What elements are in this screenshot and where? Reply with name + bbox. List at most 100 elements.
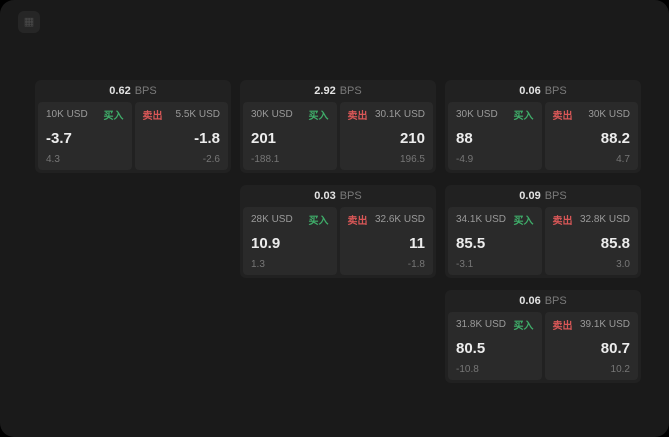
buy-size: 34.1K USD — [456, 214, 507, 225]
spread-unit-label: BPS — [544, 190, 567, 202]
buy-price: 10.9 — [251, 234, 281, 252]
sell-sub-value: 10.2 — [610, 364, 630, 375]
spread-header: 0.06 BPS — [448, 80, 638, 102]
sell-panel-top: 卖出 32.6K USD — [348, 212, 426, 227]
buy-label: 买入 — [513, 321, 534, 332]
buy-panel[interactable]: 34.1K USD 买入 85.5 -3.1 — [448, 207, 542, 275]
quote-card-body: 10K USD 买入 -3.7 4.3 卖出 5.5K USD -1.8 -2.… — [38, 102, 228, 170]
sell-panel[interactable]: 卖出 30.1K USD 210 196.5 — [339, 102, 433, 170]
sell-sub-value: -2.6 — [202, 154, 220, 165]
sell-sub-value: -1.8 — [407, 259, 425, 270]
sell-label: 卖出 — [142, 111, 163, 122]
sell-panel[interactable]: 卖出 5.5K USD -1.8 -2.6 — [134, 102, 228, 170]
sell-panel-top: 卖出 5.5K USD — [143, 107, 221, 122]
buy-label: 买入 — [513, 216, 534, 227]
buy-panel[interactable]: 10K USD 买入 -3.7 4.3 — [38, 102, 132, 170]
sell-price: -1.8 — [194, 129, 220, 147]
quote-card: 0.09 BPS 34.1K USD 买入 85.5 -3.1 卖出 32.8K… — [445, 185, 641, 278]
sell-panel[interactable]: 卖出 39.1K USD 80.7 10.2 — [544, 312, 638, 380]
buy-size: 30K USD — [456, 109, 498, 120]
sell-panel-top: 卖出 30.1K USD — [348, 107, 426, 122]
sell-sub-value: 3.0 — [616, 259, 630, 270]
buy-panel[interactable]: 30K USD 买入 201 -188.1 — [243, 102, 337, 170]
sell-size: 39.1K USD — [579, 319, 630, 330]
buy-panel-top: 28K USD 买入 — [251, 212, 329, 227]
buy-panel[interactable]: 28K USD 买入 10.9 1.3 — [243, 207, 337, 275]
buy-panel-top: 30K USD 买入 — [456, 107, 534, 122]
app-icon-glyph: ▦ — [23, 15, 35, 28]
spread-header: 0.09 BPS — [448, 185, 638, 207]
spread-value: 0.06 — [519, 85, 541, 97]
sell-size: 30K USD — [588, 109, 630, 120]
spread-header: 0.03 BPS — [243, 185, 433, 207]
quote-cards-grid: 0.62 BPS 10K USD 买入 -3.7 4.3 卖出 5.5K USD — [35, 80, 641, 383]
quote-card-body: 31.8K USD 买入 80.5 -10.8 卖出 39.1K USD 80.… — [448, 312, 638, 380]
sell-size: 32.8K USD — [579, 214, 630, 225]
buy-price: 80.5 — [456, 339, 486, 357]
sell-size: 32.6K USD — [374, 214, 425, 225]
quote-card-body: 30K USD 买入 201 -188.1 卖出 30.1K USD 210 1… — [243, 102, 433, 170]
sell-sub-value: 196.5 — [399, 154, 425, 165]
buy-panel-top: 31.8K USD 买入 — [456, 317, 534, 332]
buy-panel-top: 30K USD 买入 — [251, 107, 329, 122]
buy-size: 10K USD — [46, 109, 88, 120]
sell-sub-value: 4.7 — [616, 154, 630, 165]
buy-label: 买入 — [513, 111, 534, 122]
quote-card-body: 28K USD 买入 10.9 1.3 卖出 32.6K USD 11 -1.8 — [243, 207, 433, 275]
buy-panel[interactable]: 30K USD 买入 88 -4.9 — [448, 102, 542, 170]
buy-size: 28K USD — [251, 214, 293, 225]
spread-value: 0.09 — [519, 190, 541, 202]
buy-size: 31.8K USD — [456, 319, 507, 330]
quote-card: 0.06 BPS 30K USD 买入 88 -4.9 卖出 30K USD — [445, 80, 641, 173]
spread-value: 2.92 — [314, 85, 336, 97]
quote-card: 0.03 BPS 28K USD 买入 10.9 1.3 卖出 32.6K US… — [240, 185, 436, 278]
spread-value: 0.06 — [519, 295, 541, 307]
buy-size: 30K USD — [251, 109, 293, 120]
spread-unit-label: BPS — [544, 295, 567, 307]
sell-panel[interactable]: 卖出 32.6K USD 11 -1.8 — [339, 207, 433, 275]
spread-unit-label: BPS — [134, 85, 157, 97]
quote-card-body: 34.1K USD 买入 85.5 -3.1 卖出 32.8K USD 85.8… — [448, 207, 638, 275]
buy-price: 88 — [456, 129, 473, 147]
sell-size: 30.1K USD — [374, 109, 425, 120]
quote-card: 2.92 BPS 30K USD 买入 201 -188.1 卖出 30.1K … — [240, 80, 436, 173]
buy-label: 买入 — [308, 111, 329, 122]
buy-panel-top: 34.1K USD 买入 — [456, 212, 534, 227]
sell-size: 5.5K USD — [175, 109, 220, 120]
buy-price: -3.7 — [46, 129, 72, 147]
spread-value: 0.62 — [109, 85, 131, 97]
spread-header: 0.06 BPS — [448, 290, 638, 312]
sell-price: 85.8 — [600, 234, 630, 252]
quote-card: 0.62 BPS 10K USD 买入 -3.7 4.3 卖出 5.5K USD — [35, 80, 231, 173]
buy-sub-value: -4.9 — [456, 154, 474, 165]
buy-label: 买入 — [308, 216, 329, 227]
sell-panel-top: 卖出 32.8K USD — [553, 212, 631, 227]
spread-header: 2.92 BPS — [243, 80, 433, 102]
buy-panel[interactable]: 31.8K USD 买入 80.5 -10.8 — [448, 312, 542, 380]
sell-price: 11 — [409, 234, 425, 252]
sell-price: 80.7 — [600, 339, 630, 357]
app-icon[interactable]: ▦ — [18, 11, 40, 33]
spread-header: 0.62 BPS — [38, 80, 228, 102]
buy-sub-value: -10.8 — [456, 364, 479, 375]
quote-card: 0.06 BPS 31.8K USD 买入 80.5 -10.8 卖出 39.1… — [445, 290, 641, 383]
sell-label: 卖出 — [347, 216, 368, 227]
sell-panel[interactable]: 卖出 32.8K USD 85.8 3.0 — [544, 207, 638, 275]
sell-panel-top: 卖出 39.1K USD — [553, 317, 631, 332]
sell-label: 卖出 — [552, 216, 573, 227]
sell-price: 88.2 — [600, 129, 630, 147]
buy-sub-value: -188.1 — [251, 154, 280, 165]
sell-label: 卖出 — [347, 111, 368, 122]
buy-sub-value: 1.3 — [251, 259, 265, 270]
spread-value: 0.03 — [314, 190, 336, 202]
spread-unit-label: BPS — [544, 85, 567, 97]
buy-sub-value: -3.1 — [456, 259, 474, 270]
spread-unit-label: BPS — [339, 85, 362, 97]
buy-sub-value: 4.3 — [46, 154, 60, 165]
buy-label: 买入 — [103, 111, 124, 122]
sell-price: 210 — [399, 129, 425, 147]
buy-panel-top: 10K USD 买入 — [46, 107, 124, 122]
quote-card-body: 30K USD 买入 88 -4.9 卖出 30K USD 88.2 4.7 — [448, 102, 638, 170]
sell-panel[interactable]: 卖出 30K USD 88.2 4.7 — [544, 102, 638, 170]
